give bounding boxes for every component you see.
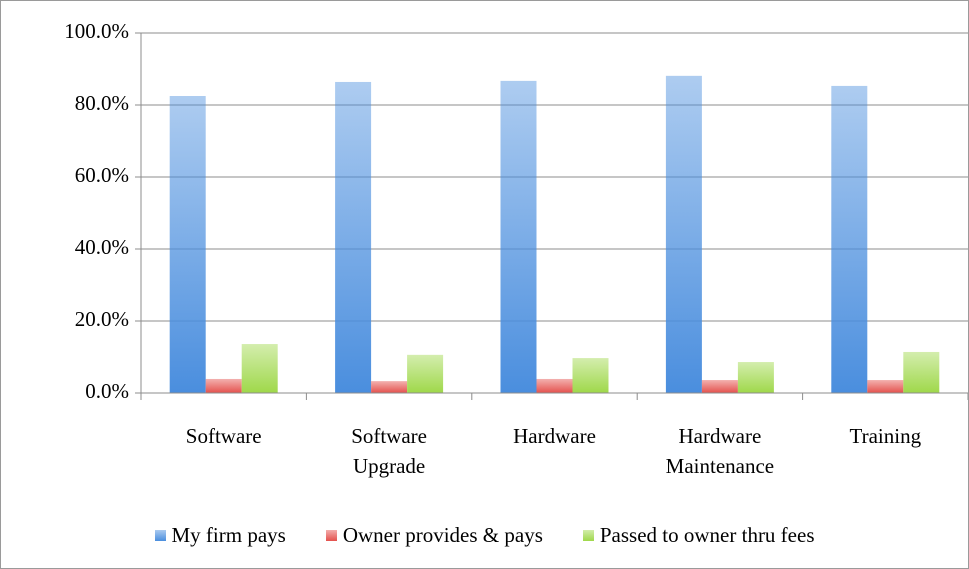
bar [536, 378, 573, 393]
bar [903, 351, 940, 393]
bar [371, 381, 408, 393]
legend-item: My firm pays [154, 523, 286, 548]
y-tick-label: 80.0% [75, 91, 129, 115]
bar [335, 81, 372, 394]
y-tick-label: 100.0% [64, 19, 129, 43]
bar [205, 378, 242, 393]
bar [500, 80, 537, 393]
x-tick-label: Training [849, 424, 922, 448]
x-tick-label: Software [185, 424, 262, 448]
x-tick-label: Hardware Maintenance [665, 424, 775, 478]
bar [407, 354, 444, 393]
bar [572, 358, 609, 393]
bar [665, 75, 702, 393]
legend-item: Owner provides & pays [325, 523, 543, 548]
y-tick-label: 40.0% [75, 235, 129, 259]
y-tick-label: 0.0% [85, 379, 129, 403]
bar [701, 380, 738, 393]
bar [737, 362, 774, 393]
bar [241, 344, 278, 393]
legend: My firm pays Owner provides & pays Passed … [1, 523, 968, 548]
legend-label: Passed to owner thru fees [599, 523, 815, 547]
legend-label: My firm pays [171, 523, 286, 547]
legend-swatch [154, 530, 166, 541]
legend-label: Owner provides & pays [342, 523, 543, 547]
bar [867, 380, 904, 393]
legend-item: Passed to owner thru fees [582, 523, 815, 548]
bar [831, 85, 868, 394]
x-tick-label: Hardware [513, 424, 596, 448]
legend-swatch [582, 530, 594, 541]
legend-swatch [325, 530, 337, 541]
y-tick-label: 20.0% [75, 307, 129, 331]
bar [169, 96, 206, 393]
x-tick-label: Software Upgrade [351, 424, 427, 478]
y-tick-label: 60.0% [75, 163, 129, 187]
